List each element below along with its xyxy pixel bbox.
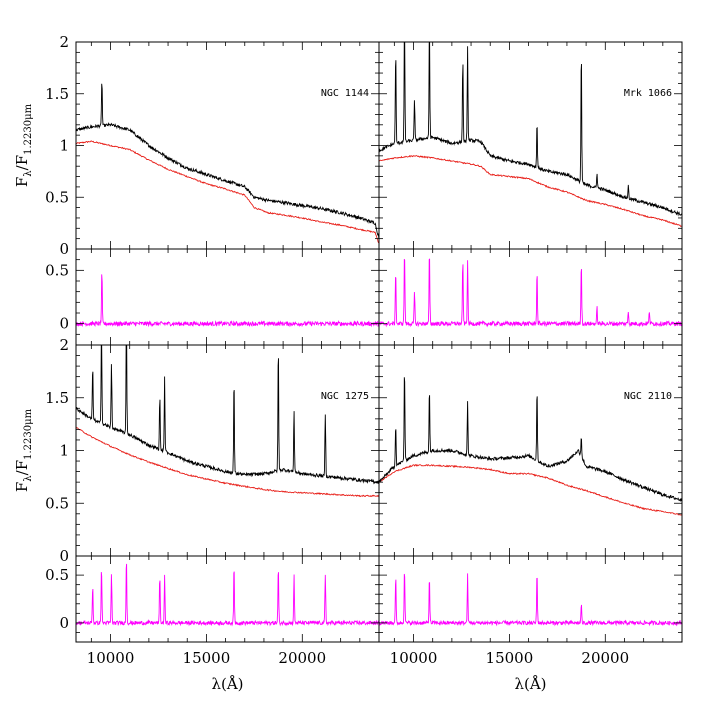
x-tick-label: 10000 (87, 649, 135, 667)
lower-panel-frame (75, 555, 380, 643)
y-axis-title: Fλ/F1.2230μm (13, 103, 34, 187)
x-tick-label: 20000 (581, 649, 629, 667)
observed-spectrum-3 (379, 377, 682, 503)
x-tick-label: 15000 (486, 649, 534, 667)
x-tick-label: 20000 (278, 649, 326, 667)
y-title-part: F (13, 177, 31, 187)
model-spectrum-3 (379, 463, 682, 516)
y-tick-label: 0.5 (45, 261, 69, 279)
x-tick-label: 15000 (183, 649, 231, 667)
upper-panel-frame (75, 41, 380, 250)
model-spectrum-1 (379, 154, 682, 227)
y-tick-label: 1 (59, 137, 69, 155)
x-axis-title: λ(Å) (211, 675, 243, 693)
object-label: Mrk 1066 (624, 88, 672, 99)
y-tick-label: 2 (59, 33, 69, 51)
lower-panel-frame (378, 248, 683, 346)
observed-spectrum-1 (379, 42, 682, 217)
y-tick-label: 0.5 (45, 494, 69, 512)
y-tick-label: 0.5 (45, 188, 69, 206)
y-title-sub: λ (23, 475, 34, 482)
residual-spectrum-3 (379, 573, 682, 627)
y-tick-label: 0 (59, 614, 69, 632)
y-title-sub: 1.2230μm (23, 103, 34, 154)
observed-spectrum-0 (76, 83, 379, 240)
y-title-sub: 1.2230μm (23, 408, 34, 459)
object-label: NGC 1144 (321, 88, 369, 99)
y-tick-label: 1.5 (45, 85, 69, 103)
y-title-sub: λ (23, 170, 34, 177)
y-title-part: /F (13, 155, 31, 170)
y-title-part: /F (13, 460, 31, 475)
y-tick-label: 0 (59, 315, 69, 333)
model-spectrum-2 (76, 426, 379, 498)
y-tick-label: 0.5 (45, 566, 69, 584)
y-tick-label: 0 (59, 547, 69, 565)
x-axis-title: λ(Å) (514, 675, 546, 693)
lower-panel-frame (75, 248, 380, 346)
x-tick-label: 10000 (390, 649, 438, 667)
object-label: NGC 1275 (321, 391, 369, 402)
residual-spectrum-2 (76, 563, 379, 627)
residual-spectrum-0 (76, 274, 379, 328)
lower-panel-frame (378, 555, 683, 643)
upper-panel-frame (378, 41, 683, 250)
y-tick-label: 1 (59, 442, 69, 460)
model-spectrum-0 (76, 140, 379, 244)
y-tick-label: 0 (59, 240, 69, 258)
y-tick-label: 2 (59, 336, 69, 354)
y-title-part: F (13, 482, 31, 492)
observed-spectrum-2 (76, 345, 379, 485)
object-label: NGC 2110 (624, 391, 672, 402)
residual-spectrum-1 (379, 258, 682, 328)
y-tick-label: 1.5 (45, 389, 69, 407)
upper-panel-frame (75, 344, 380, 557)
y-axis-title: Fλ/F1.2230μm (13, 408, 34, 492)
